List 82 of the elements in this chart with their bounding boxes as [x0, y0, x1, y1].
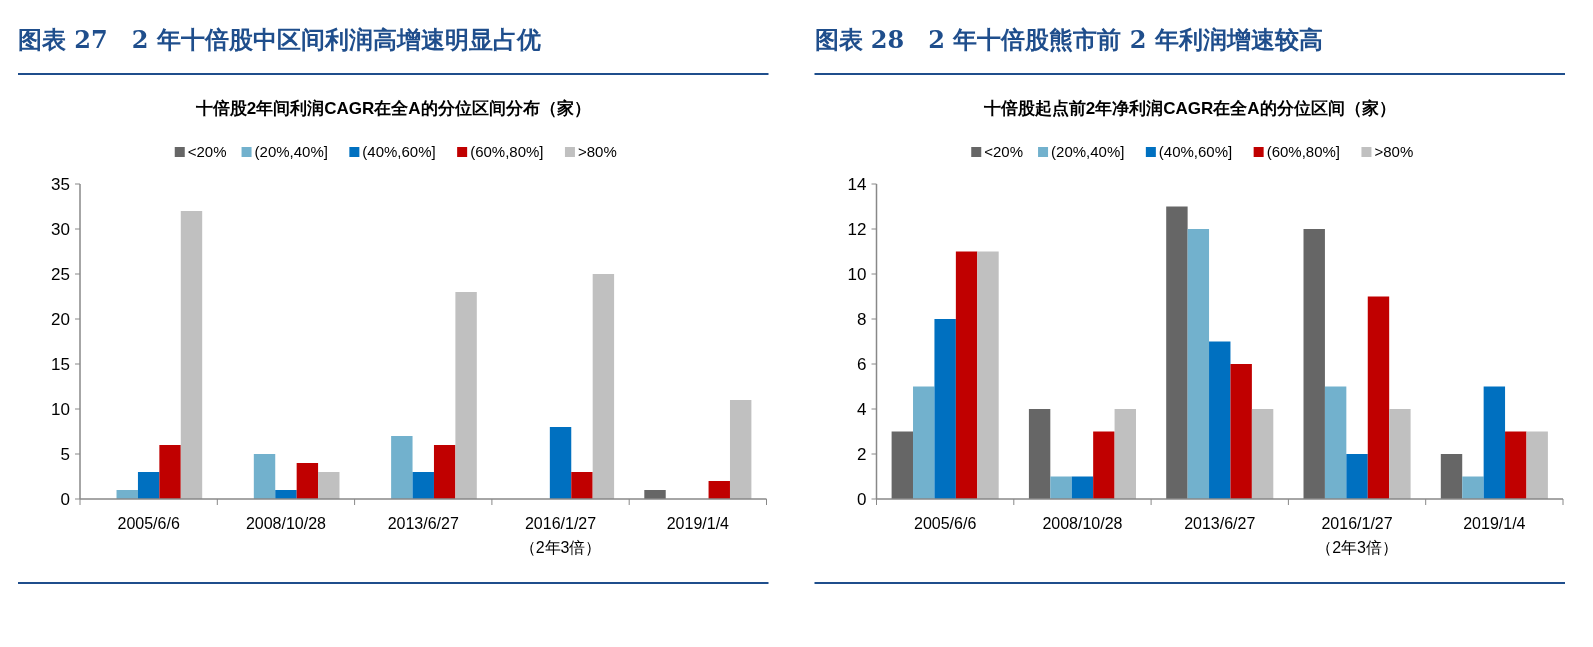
x-tick-label: 2013/6/27 [387, 515, 459, 532]
y-tick-label: 2 [857, 445, 867, 464]
bar [1050, 476, 1072, 499]
bar [955, 251, 978, 499]
bar [1483, 386, 1506, 499]
bar [1462, 476, 1484, 499]
bar [1187, 229, 1210, 499]
bar [571, 472, 593, 499]
bar [1093, 431, 1115, 499]
bar [1071, 476, 1094, 499]
bar [1251, 409, 1274, 499]
x-tick-label: 2008/10/28 [1042, 515, 1123, 532]
bar [180, 211, 203, 499]
y-tick-label: 12 [847, 220, 867, 239]
y-tick-label: 35 [51, 175, 70, 194]
y-tick-label: 0 [60, 490, 70, 509]
y-tick-label: 10 [51, 400, 70, 419]
y-tick-label: 14 [847, 175, 867, 194]
bar [592, 274, 615, 499]
bar [549, 427, 572, 499]
bar [1526, 431, 1548, 499]
bar [275, 490, 297, 499]
legend-label: >80% [577, 143, 617, 160]
y-tick-label: 0 [857, 490, 867, 509]
chart-title: 十倍股起点前2年净利润CAGR在全A的分位区间（家） [982, 99, 1396, 118]
legend-label: (40%,60%] [1158, 143, 1233, 160]
x-tick-label: 2019/1/4 [666, 515, 730, 532]
y-tick-label: 30 [51, 220, 70, 239]
bar [1346, 454, 1368, 499]
legend-label: <20% [984, 143, 1024, 160]
bar [1209, 341, 1231, 499]
y-tick-label: 20 [51, 310, 70, 329]
bar [391, 436, 413, 499]
bar [1028, 409, 1051, 499]
legend-label: (20%,40%] [254, 143, 328, 160]
y-tick-label: 5 [60, 445, 70, 464]
chart-subtitle: 图表 28 2 年十倍股熊市前 2 年利润增速较高 [814, 25, 1323, 54]
bar [934, 319, 956, 499]
legend-label: (60%,80%] [470, 143, 544, 160]
bar [159, 445, 181, 499]
bar [708, 481, 730, 499]
y-tick-label: 15 [51, 355, 70, 374]
bar [412, 472, 434, 499]
y-tick-label: 8 [857, 310, 867, 329]
x-tick-label: 2005/6/6 [117, 515, 180, 532]
x-tick-label: 2016/1/27 （2年3倍） [1316, 515, 1398, 556]
y-tick-label: 10 [847, 265, 867, 284]
bar [977, 251, 999, 499]
x-tick-label: 2008/10/28 [245, 515, 327, 532]
legend-label: <20% [187, 143, 227, 160]
x-tick-label: 2005/6/6 [914, 515, 977, 532]
chart-title: 十倍股2年间利润CAGR在全A的分位区间分布（家） [194, 99, 591, 118]
bar [433, 445, 456, 499]
bar [1166, 206, 1188, 499]
y-tick-label: 6 [857, 355, 867, 374]
legend-label: (40%,60%] [362, 143, 436, 160]
legend-label: (60%,80%] [1266, 143, 1341, 160]
x-tick-label: 2019/1/4 [1463, 515, 1526, 532]
bar [1324, 386, 1347, 499]
bar [1389, 409, 1411, 499]
x-tick-label: 2016/1/27 （2年3倍） [519, 515, 602, 556]
bar [296, 463, 319, 499]
legend-label: >80% [1374, 143, 1414, 160]
bar [891, 431, 914, 499]
bar [1367, 296, 1390, 499]
bar [644, 490, 666, 499]
bar [137, 472, 160, 499]
chart-subtitle: 图表 27 2 年十倍股中区间利润高增速明显占优 [18, 25, 541, 54]
bar [253, 454, 276, 499]
bar [1505, 431, 1527, 499]
bar [1303, 229, 1325, 499]
y-tick-label: 4 [857, 400, 867, 419]
bar [729, 400, 752, 499]
bar [1114, 409, 1136, 499]
bar [455, 292, 477, 499]
bar [1230, 364, 1252, 499]
y-tick-label: 25 [51, 265, 70, 284]
x-tick-label: 2013/6/27 [1184, 515, 1256, 532]
bar [318, 472, 340, 499]
bar [913, 386, 935, 499]
legend-label: (20%,40%] [1051, 143, 1125, 160]
bar [1440, 454, 1463, 499]
